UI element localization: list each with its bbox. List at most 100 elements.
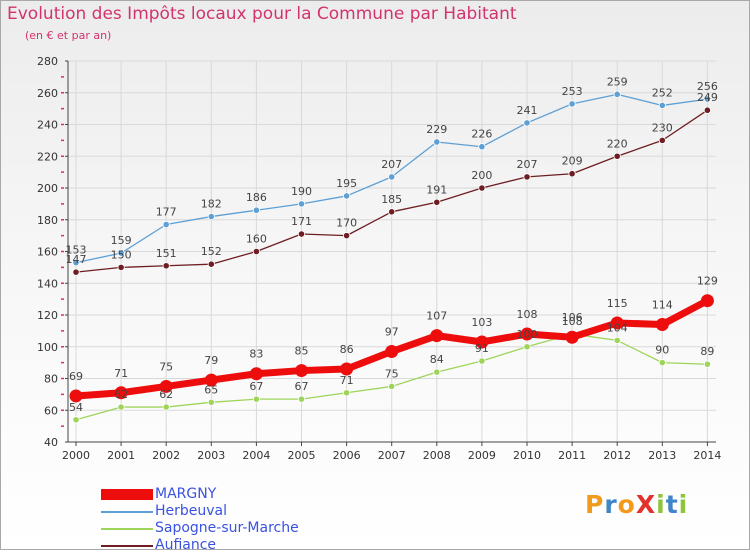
data-point-aufiance <box>162 262 170 270</box>
data-label-sapogne-sur-marche: 84 <box>430 353 444 366</box>
y-tick-label: 200 <box>37 182 58 195</box>
y-tick-label: 120 <box>37 309 58 322</box>
data-label-aufiance: 160 <box>246 233 267 246</box>
data-label-sapogne-sur-marche: 90 <box>655 344 669 357</box>
data-label-margny: 115 <box>607 297 628 310</box>
data-point-aufiance <box>297 230 306 238</box>
data-point-herbeuval <box>252 206 260 214</box>
data-point-margny <box>69 389 83 403</box>
data-point-aufiance <box>342 232 351 240</box>
data-label-sapogne-sur-marche: 108 <box>562 315 583 328</box>
data-point-margny <box>249 367 263 381</box>
data-label-herbeuval: 177 <box>156 206 177 219</box>
x-tick-label: 2014 <box>693 449 721 462</box>
data-label-herbeuval: 241 <box>517 104 538 117</box>
data-point-aufiance <box>613 152 621 160</box>
x-tick-label: 2000 <box>62 449 90 462</box>
data-label-margny: 79 <box>204 354 218 367</box>
data-label-aufiance: 191 <box>426 183 447 196</box>
data-point-herbeuval <box>72 259 80 267</box>
data-label-margny: 69 <box>69 370 83 383</box>
data-point-margny <box>520 327 534 341</box>
data-label-margny: 129 <box>697 275 718 288</box>
x-tick-label: 2003 <box>197 449 225 462</box>
x-tick-label: 2006 <box>333 449 361 462</box>
data-label-sapogne-sur-marche: 62 <box>159 388 173 401</box>
data-label-herbeuval: 195 <box>336 177 357 190</box>
y-tick-label: 100 <box>37 341 58 354</box>
data-point-margny <box>385 345 399 359</box>
data-point-herbeuval <box>568 100 576 108</box>
data-point-sapogne-sur-marche <box>252 395 260 403</box>
data-label-margny: 71 <box>114 367 128 380</box>
x-tick-label: 2005 <box>288 449 316 462</box>
data-point-sapogne-sur-marche <box>613 336 621 344</box>
data-point-aufiance <box>117 263 125 271</box>
data-label-aufiance: 200 <box>471 169 492 182</box>
data-point-aufiance <box>658 136 666 144</box>
data-point-aufiance <box>207 260 215 268</box>
x-tick-label: 2007 <box>378 449 406 462</box>
data-point-sapogne-sur-marche <box>703 360 712 368</box>
legend-label-sapogne: Sapogne-sur-Marche <box>155 520 299 536</box>
data-point-sapogne-sur-marche <box>658 359 666 367</box>
data-label-sapogne-sur-marche: 65 <box>204 383 218 396</box>
data-point-herbeuval <box>658 101 666 110</box>
data-label-herbeuval: 252 <box>652 86 673 99</box>
data-point-aufiance <box>388 208 396 216</box>
x-tick-label: 2009 <box>468 449 496 462</box>
data-label-herbeuval: 226 <box>471 128 492 141</box>
data-label-aufiance: 230 <box>652 121 673 134</box>
data-label-herbeuval: 190 <box>291 185 312 198</box>
y-tick-label: 260 <box>37 87 58 100</box>
y-tick-label: 80 <box>44 373 58 386</box>
data-label-herbeuval: 229 <box>426 123 447 136</box>
data-label-sapogne-sur-marche: 91 <box>475 342 489 355</box>
proxiti-logo: ProXiti <box>585 490 689 519</box>
x-tick-label: 2013 <box>648 449 676 462</box>
data-point-aufiance <box>72 268 80 276</box>
data-label-margny: 75 <box>159 360 173 373</box>
legend-label-aufiance: Aufiance <box>155 537 217 553</box>
data-label-sapogne-sur-marche: 104 <box>607 321 628 334</box>
data-label-herbeuval: 159 <box>111 234 132 247</box>
y-tick-label: 240 <box>37 119 58 132</box>
data-label-sapogne-sur-marche: 67 <box>295 380 309 393</box>
data-point-sapogne-sur-marche <box>342 389 351 397</box>
data-point-aufiance <box>703 106 712 114</box>
data-label-sapogne-sur-marche: 62 <box>114 388 128 401</box>
data-label-aufiance: 147 <box>66 253 87 266</box>
data-label-margny: 114 <box>652 299 673 312</box>
data-label-sapogne-sur-marche: 54 <box>69 401 83 414</box>
data-point-herbeuval <box>342 192 351 200</box>
legend-label-margny: MARGNY <box>155 486 217 502</box>
data-point-herbeuval <box>433 138 441 146</box>
data-point-margny <box>204 373 218 387</box>
data-label-margny: 103 <box>471 316 492 329</box>
data-label-margny: 85 <box>295 345 309 358</box>
data-point-margny <box>114 386 128 400</box>
y-tick-label: 60 <box>44 404 58 417</box>
data-point-sapogne-sur-marche <box>433 368 441 376</box>
data-label-herbeuval: 207 <box>381 158 402 171</box>
data-label-herbeuval: 186 <box>246 191 267 204</box>
data-point-herbeuval <box>207 212 215 221</box>
data-label-aufiance: 150 <box>111 248 132 261</box>
data-point-margny <box>340 362 354 376</box>
y-tick-label: 220 <box>37 150 58 163</box>
data-label-margny: 83 <box>249 348 263 361</box>
y-tick-label: 140 <box>37 277 58 290</box>
data-label-margny: 108 <box>517 308 538 321</box>
data-label-margny: 107 <box>426 310 447 323</box>
data-label-aufiance: 220 <box>607 137 628 150</box>
data-point-herbeuval <box>388 173 396 181</box>
data-label-sapogne-sur-marche: 89 <box>700 345 714 358</box>
data-label-aufiance: 209 <box>562 155 583 168</box>
data-point-aufiance <box>252 247 260 256</box>
x-tick-label: 2004 <box>242 449 270 462</box>
data-point-sapogne-sur-marche <box>523 343 531 351</box>
data-label-sapogne-sur-marche: 67 <box>249 380 263 393</box>
legend-swatch-aufiance <box>101 545 153 547</box>
data-label-margny: 106 <box>562 311 583 324</box>
